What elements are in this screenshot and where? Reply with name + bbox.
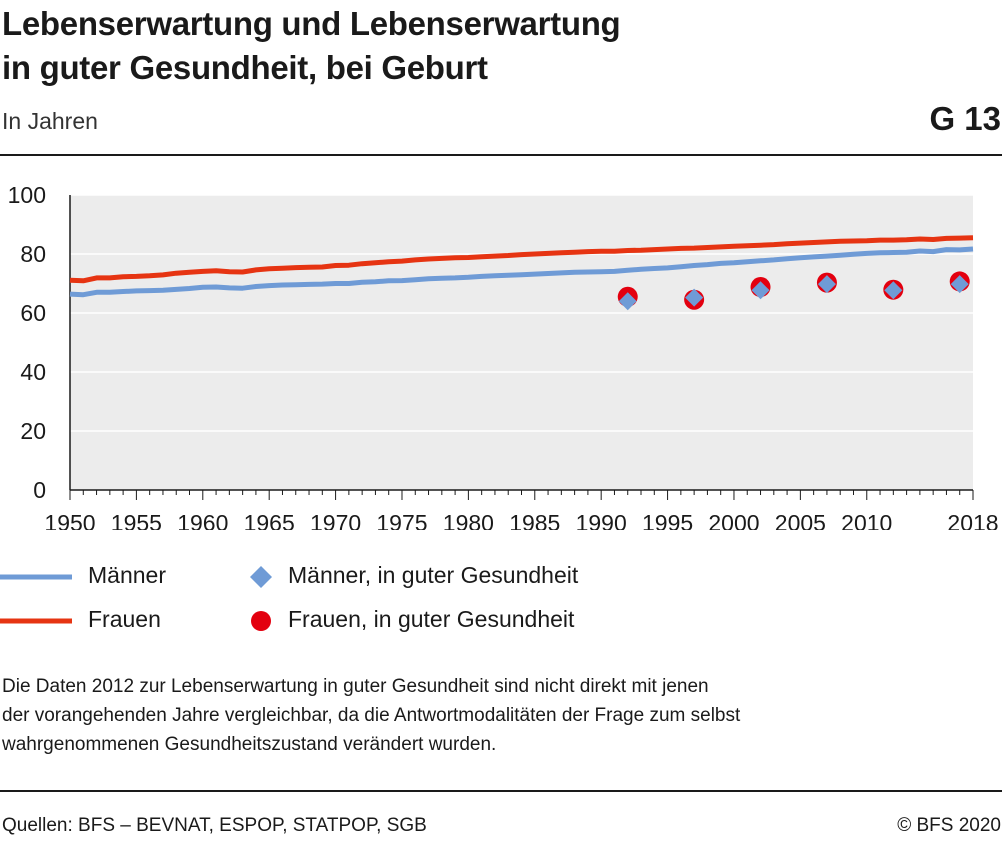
series-line-maenner (69, 246, 974, 298)
y-tick-label: 80 (20, 241, 46, 267)
legend-maenner-gesund-label: Männer, in guter Gesundheit (288, 562, 579, 588)
chart-title: Lebenserwartung und Lebenserwartung in g… (2, 2, 621, 90)
footnote-line-3: wahrgenommenen Gesundheitszustand veränd… (2, 734, 497, 755)
y-tick-label: 40 (20, 359, 46, 385)
x-tick-label: 2005 (775, 510, 826, 530)
point-maenner-gesund (685, 288, 704, 307)
legend-maenner-label: Männer (88, 562, 166, 588)
series-line-frauen (69, 235, 974, 284)
chart-code: G 13 (929, 100, 1001, 137)
x-tick-label: 1985 (509, 510, 560, 530)
legend (0, 566, 272, 631)
point-maenner-gesund (751, 281, 770, 300)
legend-frauen-gesund-label: Frauen, in guter Gesundheit (288, 606, 575, 632)
chart-title-line-1: Lebenserwartung und Lebenserwartung (2, 5, 621, 42)
footnote: Die Daten 2012 zur Lebenserwartung in gu… (2, 672, 992, 759)
legend-maenner-gesund-marker (250, 566, 272, 588)
point-maenner-gesund (618, 292, 637, 311)
x-tick-label: 2018 (947, 510, 998, 530)
legend-frauen-label: Frauen (88, 606, 161, 632)
chart-title-line-2: in guter Gesundheit, bei Geburt (2, 49, 488, 86)
legend-frauen-gesund-marker (251, 611, 271, 631)
x-tick-label: 1970 (310, 510, 361, 530)
copyright-text: © BFS 2020 (897, 815, 1001, 836)
point-maenner-gesund (950, 275, 969, 294)
x-tick-label: 1975 (376, 510, 427, 530)
chart-subtitle: In Jahren (2, 108, 98, 134)
x-tick-label: 1980 (443, 510, 494, 530)
x-tick-label: 1955 (111, 510, 162, 530)
x-tick-label: 1950 (44, 510, 95, 530)
header-divider (0, 154, 1002, 156)
x-tick-label: 1960 (177, 510, 228, 530)
x-tick-label: 1965 (244, 510, 295, 530)
chart-area: 0 20 40 60 80 100 1950 1955 1960 1965 1970 1975 1980… (8, 182, 999, 530)
source-text: Quellen: BFS – BEVNAT, ESPOP, STATPOP, S… (2, 815, 427, 836)
y-tick-label: 60 (20, 300, 46, 326)
x-tick-label: 1995 (642, 510, 693, 530)
point-maenner-gesund (884, 281, 903, 300)
x-tick-label: 2000 (708, 510, 759, 530)
x-tick-label: 2010 (841, 510, 892, 530)
footer-divider (0, 790, 1002, 792)
y-tick-label: 0 (33, 477, 46, 503)
footnote-line-1: Die Daten 2012 zur Lebenserwartung in gu… (2, 676, 709, 697)
footnote-line-2: der vorangehenden Jahre vergleichbar, da… (2, 705, 741, 726)
point-maenner-gesund (817, 275, 836, 294)
y-tick-label: 20 (20, 418, 46, 444)
x-tick-label: 1990 (576, 510, 627, 530)
y-tick-label: 100 (8, 182, 46, 208)
